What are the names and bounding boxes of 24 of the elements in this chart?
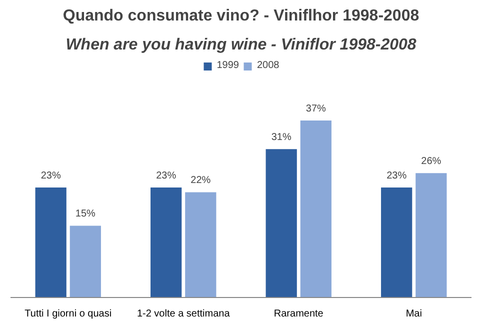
x-tick-label: Mai <box>406 308 422 320</box>
chart-title: Quando consumate vino? - Viniflhor 1998-2008 <box>62 8 420 24</box>
data-label: 26% <box>421 156 442 168</box>
data-label: 23% <box>156 170 176 182</box>
chart-subtitle: When are you having wine - Viniflor 1998-2008 <box>66 36 416 54</box>
legend-label: 2008 <box>257 60 280 71</box>
data-label: 23% <box>40 170 61 182</box>
bar <box>150 187 182 298</box>
data-label: 37% <box>306 103 326 114</box>
legend-label: 1999 <box>216 60 239 71</box>
bar <box>416 173 447 298</box>
bar <box>381 187 412 298</box>
data-label: 31% <box>271 132 292 144</box>
data-label: 22% <box>190 175 211 186</box>
x-tick-label: Tutti I giorni o quasi <box>24 308 112 320</box>
bar <box>300 120 332 298</box>
data-label: 15% <box>75 208 96 220</box>
data-label: 23% <box>386 170 407 182</box>
x-tick-label: Raramente <box>274 308 324 320</box>
bar <box>70 226 101 298</box>
bar <box>185 192 216 298</box>
bar <box>266 149 297 298</box>
x-tick-label: 1-2 volte a settimana <box>136 308 230 320</box>
bar <box>35 187 66 298</box>
